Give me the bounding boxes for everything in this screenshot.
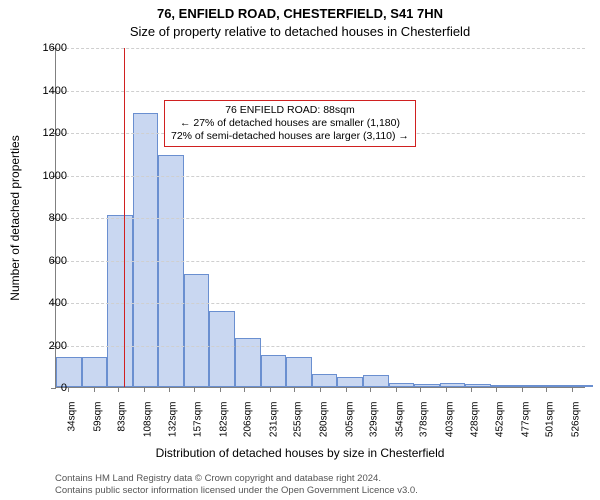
annotation-line1: 76 ENFIELD ROAD: 88sqm [171,104,409,117]
xtick-mark [270,387,271,392]
ytick-label: 800 [17,212,67,224]
xtick-mark [572,387,573,392]
histogram-bar [184,274,210,387]
xtick-mark [169,387,170,392]
xtick-mark [144,387,145,392]
xtick-mark [546,387,547,392]
chart-subtitle: Size of property relative to detached ho… [0,24,600,39]
xtick-mark [471,387,472,392]
histogram-bar [261,355,287,387]
gridline [56,303,585,304]
xtick-mark [346,387,347,392]
xtick-mark [68,387,69,392]
xtick-mark [94,387,95,392]
x-axis-label: Distribution of detached houses by size … [0,446,600,460]
histogram-bar [440,383,466,387]
histogram-bar [107,215,133,387]
xtick-mark [320,387,321,392]
ytick-label: 1000 [17,170,67,182]
xtick-mark [220,387,221,392]
footer-line1: Contains HM Land Registry data © Crown c… [55,473,418,484]
histogram-bar [286,357,312,387]
xtick-mark [118,387,119,392]
annotation-line2: ← 27% of detached houses are smaller (1,… [171,117,409,130]
xtick-mark [294,387,295,392]
xtick-mark [446,387,447,392]
ytick-label: 0 [17,382,67,394]
annotation-line3: 72% of semi-detached houses are larger (… [171,130,409,143]
chart-container: 76, ENFIELD ROAD, CHESTERFIELD, S41 7HN … [0,0,600,500]
xtick-mark [496,387,497,392]
footer-text: Contains HM Land Registry data © Crown c… [55,473,418,496]
ytick-label: 1200 [17,127,67,139]
gridline [56,218,585,219]
xtick-mark [420,387,421,392]
ytick-label: 1400 [17,85,67,97]
footer-line2: Contains public sector information licen… [55,485,418,496]
annotation-box: 76 ENFIELD ROAD: 88sqm ← 27% of detached… [164,100,416,147]
histogram-bar [516,385,542,387]
histogram-bar [312,374,338,387]
xtick-mark [194,387,195,392]
histogram-bar [363,375,389,387]
ytick-label: 1600 [17,42,67,54]
reference-line [124,48,125,387]
histogram-bar [491,385,517,387]
gridline [56,261,585,262]
histogram-bar [389,383,415,387]
xtick-mark [522,387,523,392]
gridline [56,48,585,49]
ytick-label: 200 [17,340,67,352]
xtick-mark [370,387,371,392]
xtick-mark [244,387,245,392]
histogram-bar [414,384,440,387]
histogram-bar [82,357,108,387]
chart-title-address: 76, ENFIELD ROAD, CHESTERFIELD, S41 7HN [0,6,600,21]
histogram-bar [337,377,363,387]
plot-area: 76 ENFIELD ROAD: 88sqm ← 27% of detached… [55,48,585,388]
xtick-mark [396,387,397,392]
histogram-bar [158,155,184,387]
gridline [56,176,585,177]
gridline [56,91,585,92]
ytick-label: 400 [17,297,67,309]
ytick-label: 600 [17,255,67,267]
histogram-bar [465,384,491,387]
histogram-bar [209,311,235,388]
gridline [56,346,585,347]
